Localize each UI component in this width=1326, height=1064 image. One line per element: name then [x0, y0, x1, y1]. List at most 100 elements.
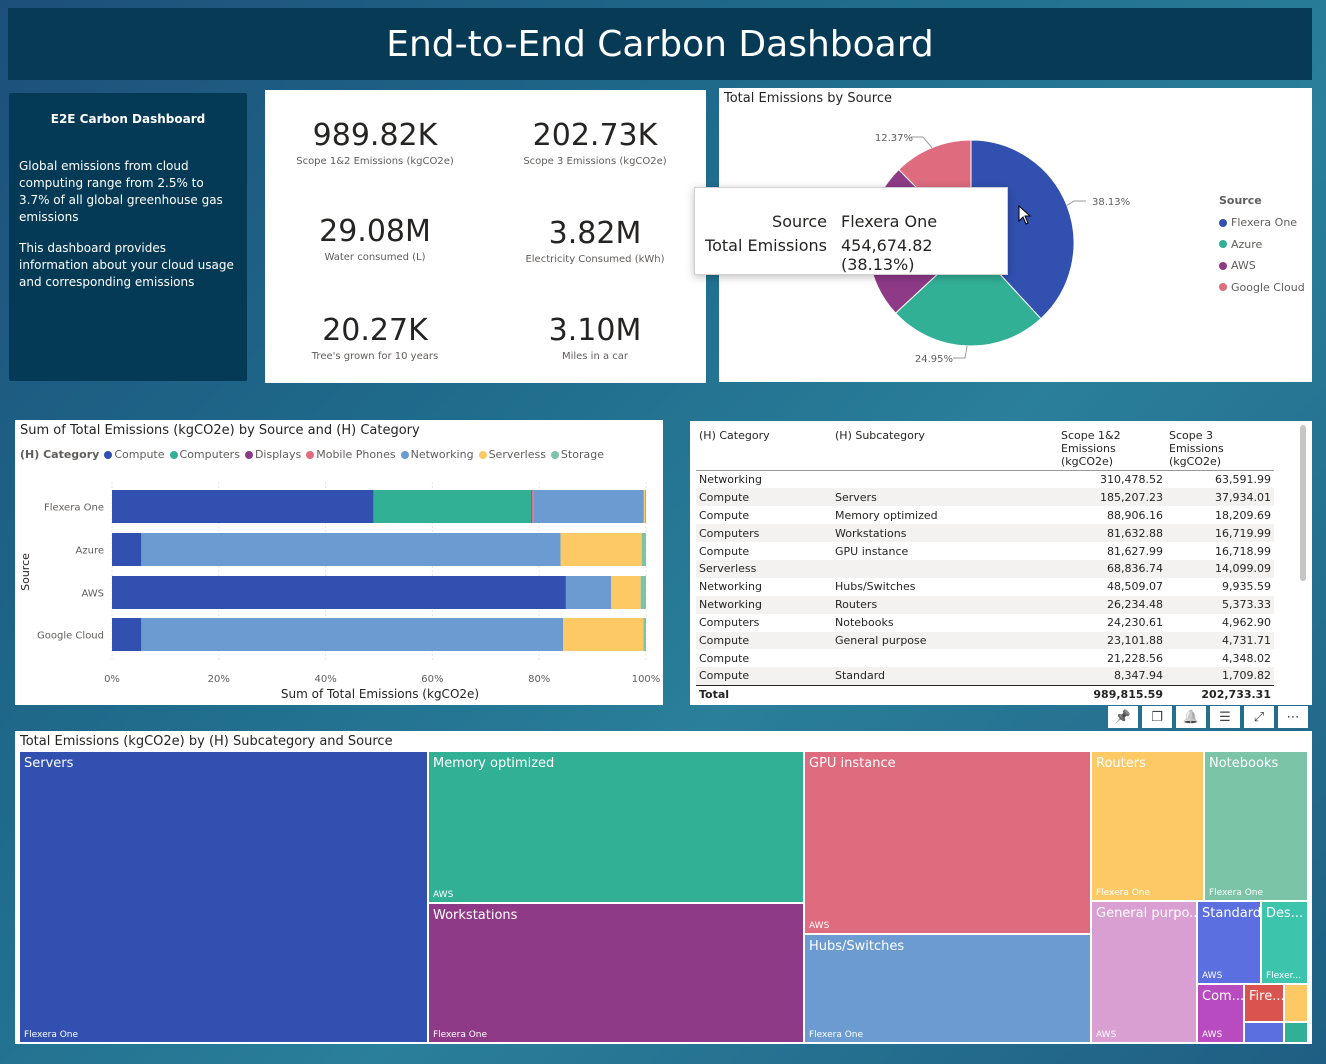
- bell-icon[interactable]: 🔔: [1176, 706, 1206, 728]
- dashboard-title: End-to-End Carbon Dashboard: [8, 8, 1312, 80]
- table-total-row: Total 989,815.59 202,733.31: [696, 684, 1274, 704]
- pie-legend-item[interactable]: AWS: [1219, 255, 1305, 277]
- bar-segment-compute[interactable]: [112, 533, 142, 566]
- table-row[interactable]: Serverless 68,836.74 14,099.09: [696, 559, 1274, 578]
- treemap-cell[interactable]: Des... Flexer...: [1261, 901, 1308, 984]
- bar-segment-serverless[interactable]: [563, 618, 644, 651]
- treemap-cell-small[interactable]: [1284, 984, 1308, 1022]
- treemap-cell-small[interactable]: [1284, 1022, 1308, 1043]
- kpi-water: 29.08M Water consumed (L): [265, 214, 485, 263]
- treemap-cell[interactable]: Fire...: [1244, 984, 1284, 1022]
- bar-segment-storage[interactable]: [643, 618, 646, 651]
- table-row[interactable]: Networking 310,478.52 63,591.99: [696, 471, 1274, 489]
- table-cell: 48,509.07: [1107, 580, 1163, 594]
- treemap-cell[interactable]: Workstations Flexera One: [428, 903, 804, 1043]
- emissions-table: (H) Category (H) Subcategory Scope 1&2 E…: [696, 427, 1274, 704]
- treemap-cell-label: Servers: [24, 756, 74, 771]
- legend-dot-icon: [1219, 261, 1227, 270]
- treemap-cell[interactable]: Com... AWS: [1197, 984, 1244, 1043]
- bar-segment-compute[interactable]: [112, 490, 374, 523]
- treemap-cell[interactable]: Hubs/Switches Flexera One: [804, 934, 1091, 1043]
- treemap-cell-source: AWS: [433, 890, 454, 900]
- treemap[interactable]: Servers Flexera One Memory optimized AWS Wor…: [19, 751, 1308, 1043]
- table-row[interactable]: Compute Servers 185,207.23 37,934.01: [696, 488, 1274, 507]
- pie-legend-item[interactable]: Google Cloud: [1219, 277, 1305, 299]
- copy-icon[interactable]: ❐: [1142, 706, 1172, 728]
- table-row[interactable]: Compute GPU instance 81,627.99 16,718.99: [696, 542, 1274, 560]
- treemap-cell-source: Flexera One: [24, 1030, 79, 1040]
- bar-legend-item[interactable]: Storage: [550, 448, 604, 461]
- bar-chart-panel[interactable]: Sum of Total Emissions (kgCO2e) by Sourc…: [15, 420, 663, 705]
- treemap-cell-source: Flexera One: [809, 1030, 864, 1040]
- bar-legend-item[interactable]: Computers: [169, 448, 240, 461]
- header-category[interactable]: (H) Category: [696, 427, 832, 471]
- bar-segment-storage[interactable]: [644, 490, 646, 523]
- treemap-cell[interactable]: Notebooks Flexera One: [1204, 751, 1308, 901]
- bar-chart[interactable]: Flexera One Azure AWS Google Cloud 0% 20% 40%…: [15, 420, 663, 705]
- bar-segment-compute[interactable]: [112, 576, 566, 609]
- treemap-cell-label: Des...: [1266, 906, 1304, 921]
- table-scrollbar[interactable]: [1300, 425, 1306, 581]
- bar-segment-displays[interactable]: [531, 490, 533, 523]
- table-row[interactable]: Networking Hubs/Switches 48,509.07 9,935.59: [696, 578, 1274, 596]
- pin-icon[interactable]: 📌: [1108, 706, 1138, 728]
- bar-segment-networking[interactable]: [141, 533, 561, 566]
- treemap-cell-label: Com...: [1202, 989, 1244, 1004]
- treemap-panel[interactable]: Total Emissions (kgCO2e) by (H) Subcateg…: [15, 731, 1312, 1044]
- pie-legend-item[interactable]: Azure: [1219, 234, 1305, 256]
- filter-icon[interactable]: ☰: [1210, 706, 1240, 728]
- bar-segment-storage[interactable]: [641, 533, 646, 566]
- pie-slice-azure[interactable]: [894, 242, 1042, 347]
- bar-segment-serverless[interactable]: [611, 576, 641, 609]
- bar-segment-mobile-phones[interactable]: [532, 490, 534, 523]
- header-subcategory[interactable]: (H) Subcategory: [832, 427, 1058, 471]
- bar-legend-item[interactable]: Displays: [244, 448, 301, 461]
- bar-legend-item[interactable]: Networking: [400, 448, 474, 461]
- kpi-label: Water consumed (L): [324, 252, 426, 263]
- bar-x-tick: 40%: [314, 674, 336, 685]
- table-cell: 18,209.69: [1215, 508, 1271, 522]
- table-row[interactable]: Compute Memory optimized 88,906.16 18,209.6…: [696, 506, 1274, 524]
- mouse-cursor-icon: [1018, 205, 1032, 225]
- table-row[interactable]: Computers Notebooks 24,230.61 4,962.90: [696, 614, 1274, 632]
- table-cell: Computers: [699, 616, 760, 630]
- bar-segment-networking[interactable]: [565, 576, 612, 609]
- bar-segment-compute[interactable]: [112, 618, 142, 651]
- treemap-cell[interactable]: Memory optimized AWS: [428, 751, 804, 903]
- kpi-trees: 20.27K Tree's grown for 10 years: [265, 313, 485, 362]
- bar-segment-storage[interactable]: [640, 576, 646, 609]
- emissions-table-panel[interactable]: (H) Category (H) Subcategory Scope 1&2 E…: [690, 421, 1312, 705]
- bar-legend-item[interactable]: Compute: [104, 448, 165, 461]
- bar-segment-networking[interactable]: [141, 618, 564, 651]
- kpi-label: Scope 3 Emissions (kgCO2e): [523, 156, 667, 167]
- treemap-cell[interactable]: Standard AWS: [1197, 901, 1261, 984]
- more-icon[interactable]: ⋯: [1278, 706, 1308, 728]
- treemap-cell-small[interactable]: [1244, 1022, 1284, 1043]
- treemap-cell[interactable]: Routers Flexera One: [1091, 751, 1204, 901]
- kpi-value: 3.82M: [548, 216, 642, 251]
- legend-label: Storage: [560, 448, 604, 461]
- bar-segment-networking[interactable]: [533, 490, 644, 523]
- table-cell: 63,591.99: [1215, 473, 1271, 487]
- legend-dot-icon: [244, 450, 253, 459]
- table-row[interactable]: Networking Routers 26,234.48 5,373.33: [696, 595, 1274, 614]
- treemap-cell[interactable]: Servers Flexera One: [19, 751, 428, 1043]
- bar-segment-computers[interactable]: [373, 490, 532, 523]
- bar-segment-serverless[interactable]: [643, 490, 645, 523]
- bar-legend-item[interactable]: Mobile Phones: [306, 448, 396, 461]
- treemap-cell[interactable]: General purpo... AWS: [1091, 901, 1197, 1043]
- treemap-cell[interactable]: GPU instance AWS: [804, 751, 1091, 934]
- table-row[interactable]: Compute 21,228.56 4,348.02: [696, 649, 1274, 667]
- table-row[interactable]: Compute General purpose 23,101.88 4,731.71: [696, 631, 1274, 650]
- header-scope12[interactable]: Scope 1&2 Emissions (kgCO2e): [1058, 427, 1166, 471]
- bar-segment-serverless[interactable]: [560, 533, 642, 566]
- expand-icon[interactable]: ⤢: [1244, 706, 1274, 728]
- table-row[interactable]: Compute Standard 8,347.94 1,709.82: [696, 667, 1274, 686]
- table-row[interactable]: Computers Workstations 81,632.88 16,719.99: [696, 524, 1274, 543]
- pie-legend-item[interactable]: Flexera One: [1219, 212, 1305, 234]
- legend-dot-icon: [400, 450, 409, 459]
- legend-label: Flexera One: [1231, 216, 1298, 230]
- table-cell: Networking: [699, 473, 762, 487]
- bar-legend-item[interactable]: Serverless: [478, 448, 546, 461]
- header-scope3[interactable]: Scope 3 Emissions (kgCO2e): [1166, 427, 1274, 471]
